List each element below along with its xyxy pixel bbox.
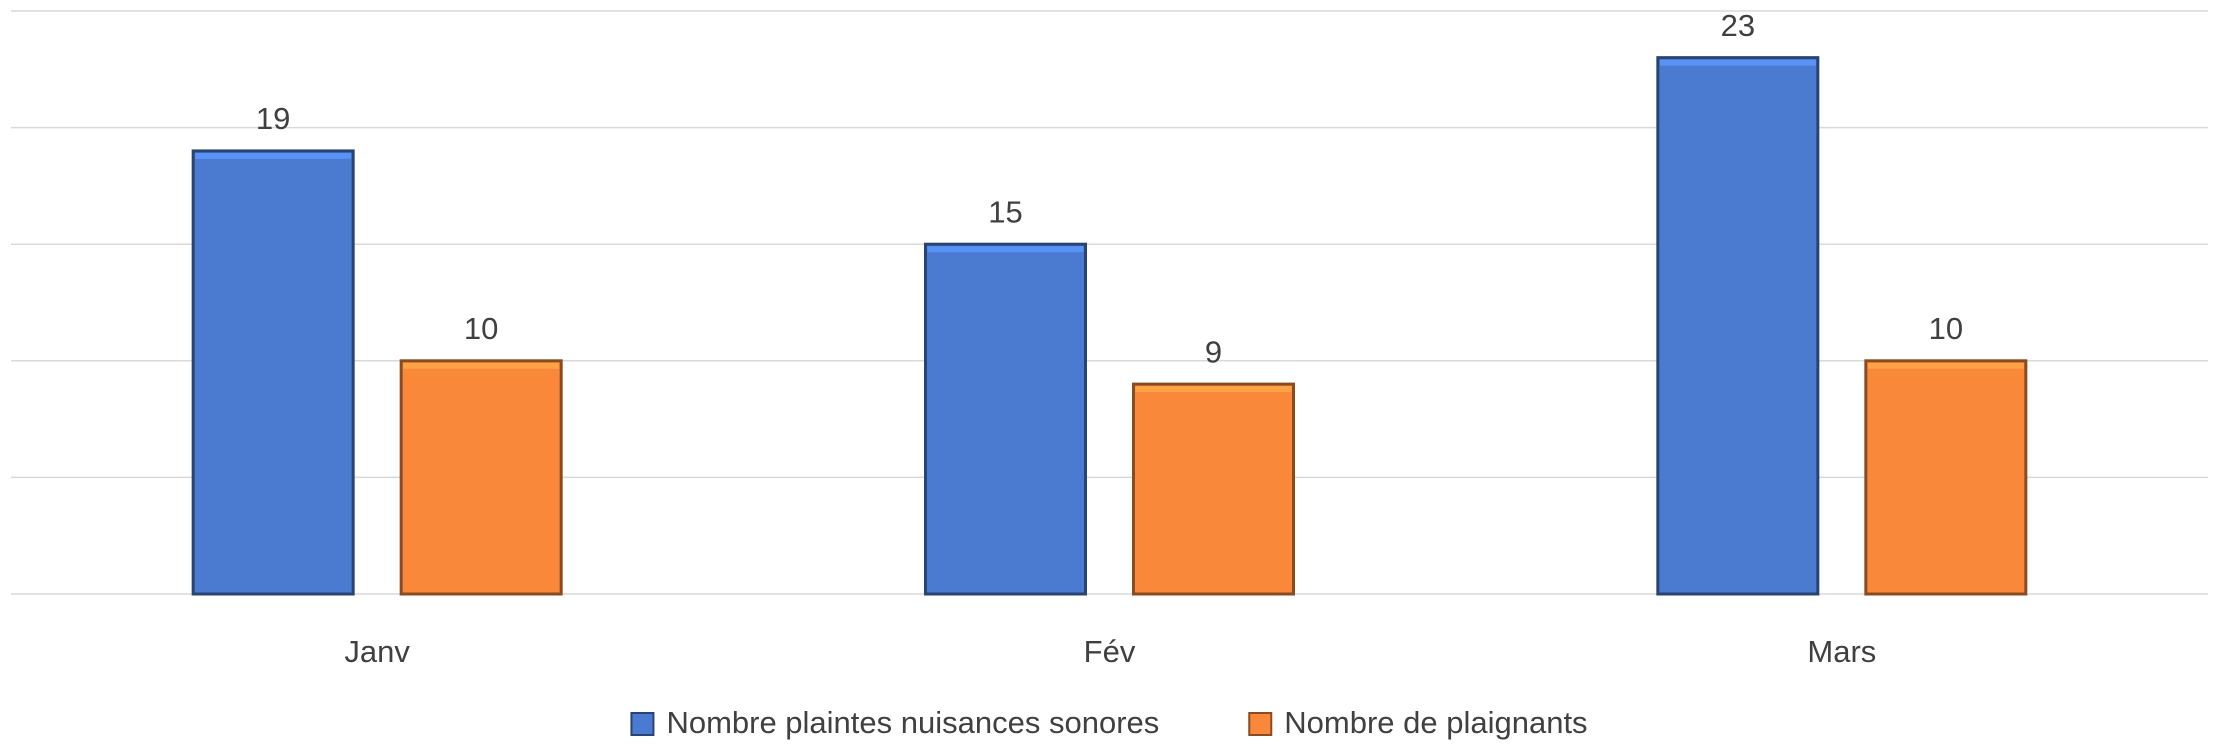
bar bbox=[1864, 359, 2028, 596]
data-label: 10 bbox=[1929, 311, 1963, 346]
x-tick-label: Fév bbox=[1084, 634, 1136, 669]
bar-bevel bbox=[403, 362, 560, 369]
bar bbox=[1656, 56, 1820, 596]
data-label: 10 bbox=[464, 311, 498, 346]
bar bbox=[1132, 382, 1295, 596]
x-tick-label: Mars bbox=[1807, 634, 1876, 669]
bar bbox=[399, 359, 563, 596]
bar-bevel bbox=[1659, 59, 1816, 66]
data-label: 23 bbox=[1721, 8, 1755, 43]
x-tick-label: Janv bbox=[344, 634, 410, 669]
bar bbox=[924, 242, 1087, 596]
data-label: 19 bbox=[256, 101, 290, 136]
bar-bevel bbox=[1867, 362, 2024, 369]
bar-bevel bbox=[927, 246, 1084, 253]
data-label: 15 bbox=[988, 194, 1022, 229]
bar-bevel bbox=[195, 152, 352, 159]
legend-swatch bbox=[630, 712, 655, 736]
bar bbox=[191, 149, 355, 596]
legend-label: Nombre de plaignants bbox=[1284, 705, 1587, 740]
bar-bevel bbox=[1135, 386, 1292, 393]
legend-swatch bbox=[1248, 712, 1273, 736]
data-label: 9 bbox=[1205, 334, 1222, 369]
legend-label: Nombre plaintes nuisances sonores bbox=[666, 705, 1159, 740]
